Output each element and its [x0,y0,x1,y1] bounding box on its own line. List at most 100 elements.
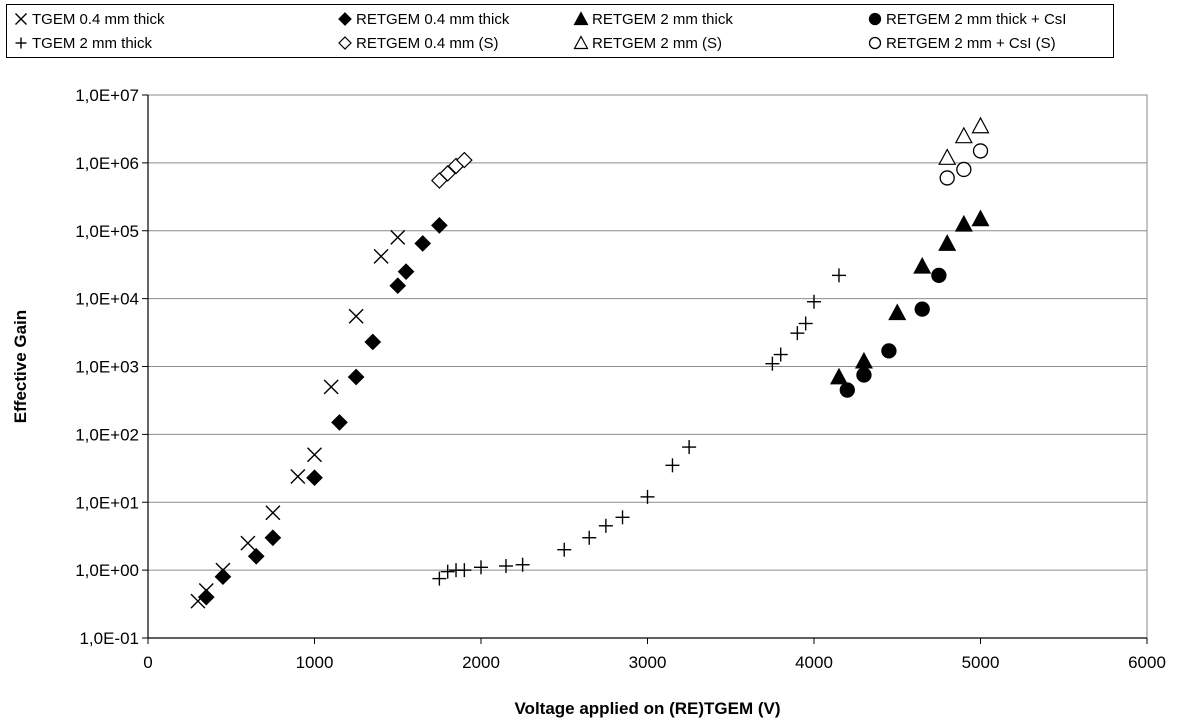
data-point [773,347,788,362]
data-point [307,447,322,463]
gridlines [148,162,1147,571]
y-tick-label: 1,0E+00 [75,561,139,580]
data-point [807,294,821,309]
data-point [414,235,432,252]
legend-marker-icon [573,11,589,26]
x-tick-label: 4000 [795,653,833,672]
x-tick-label: 3000 [629,653,667,672]
series-diamond-open [431,151,473,189]
legend-item: TGEM 2 mm thick [13,32,152,54]
data-point [954,126,973,144]
x-tick-label: 6000 [1128,653,1166,672]
data-point [390,229,406,245]
data-point [265,505,281,521]
chart-legend: TGEM 0.4 mm thick RETGEM 0.4 mm thick RETG… [6,4,1114,58]
data-point [790,326,805,341]
data-point [972,143,989,159]
data-point [373,248,389,264]
data-points [190,116,990,609]
data-point [931,267,947,284]
data-point [913,256,932,274]
series-circle-open [939,143,989,186]
data-point [954,214,973,232]
x-tick-label: 1000 [296,653,334,672]
legend-marker-icon [868,12,882,26]
axes [142,94,1148,644]
data-point [615,510,630,525]
legend-label: TGEM 0.4 mm thick [32,10,165,28]
series-diamond-filled [197,217,448,606]
data-point [214,568,232,586]
data-point [856,367,872,383]
data-point [306,469,323,487]
x-axis-title: Voltage applied on (RE)TGEM (V) [514,699,780,718]
legend-label: RETGEM 0.4 mm (S) [356,34,499,52]
series-plus [432,268,846,586]
legend-marker-icon [868,36,882,50]
y-tick-label: 1,0E+01 [75,493,139,512]
data-point [290,468,306,484]
y-tick-label: 1,0E+03 [75,358,139,377]
data-point [264,529,282,547]
data-point [938,148,957,165]
legend-marker-icon [573,35,589,50]
data-point [682,440,697,455]
data-point [854,351,873,369]
data-point [829,367,848,385]
data-point [839,382,855,398]
data-point [582,530,597,545]
y-tick-label: 1,0E+02 [75,425,139,444]
legend-label: RETGEM 0.4 mm thick [356,10,510,28]
y-tick-label: 1,0E+05 [75,222,139,241]
data-point [364,333,382,351]
data-point [640,489,655,504]
data-point [457,563,472,578]
tick-labels: 1,0E-01 1,0E+00 1,0E+01 1,0E+02 1,0E+03 1,0E+… [75,86,1166,672]
data-point [323,379,339,395]
y-axis-title: Effective Gain [11,310,30,423]
data-point [914,301,930,317]
data-point [798,316,813,331]
data-point [197,588,215,606]
data-point [247,547,265,565]
data-point [348,308,364,324]
legend-marker-icon [338,12,352,26]
legend-label: TGEM 2 mm thick [32,34,153,52]
data-point [474,560,488,575]
legend-marker-icon [15,13,27,25]
x-tick-label: 0 [143,653,152,672]
series-triangle-open [938,116,990,165]
legend-item: RETGEM 2 mm (S) [573,32,722,54]
legend-item: RETGEM 2 mm thick + CsI [867,8,1066,30]
data-point [939,170,955,186]
data-point [389,277,407,295]
legend-item: RETGEM 0.4 mm (S) [337,32,499,54]
series-circle-filled [839,267,947,398]
data-point [440,564,455,579]
data-point [765,356,780,371]
series-triangle-filled [829,209,990,385]
data-point [498,559,513,574]
data-point [347,368,365,386]
legend-label: RETGEM 2 mm + CsI (S) [886,34,1056,52]
data-point [971,209,990,227]
y-tick-label: 1,0E+06 [75,154,139,173]
data-point [456,151,473,169]
legend-marker-icon [15,37,27,49]
y-tick-label: 1,0E+07 [75,86,139,105]
legend-marker-icon [338,36,352,50]
x-tick-label: 2000 [462,653,500,672]
data-point [888,303,907,321]
legend-item: RETGEM 2 mm + CsI (S) [867,32,1056,54]
data-point [240,535,256,551]
legend-item: RETGEM 0.4 mm thick [337,8,509,30]
legend-label: RETGEM 2 mm thick [592,10,733,28]
data-point [397,263,415,280]
legend-item: TGEM 0.4 mm thick [13,8,165,30]
y-tick-label: 1,0E+04 [75,290,139,309]
legend-item: RETGEM 2 mm thick [573,8,733,30]
data-point [432,571,447,586]
data-point [956,161,972,178]
data-point [598,518,613,533]
